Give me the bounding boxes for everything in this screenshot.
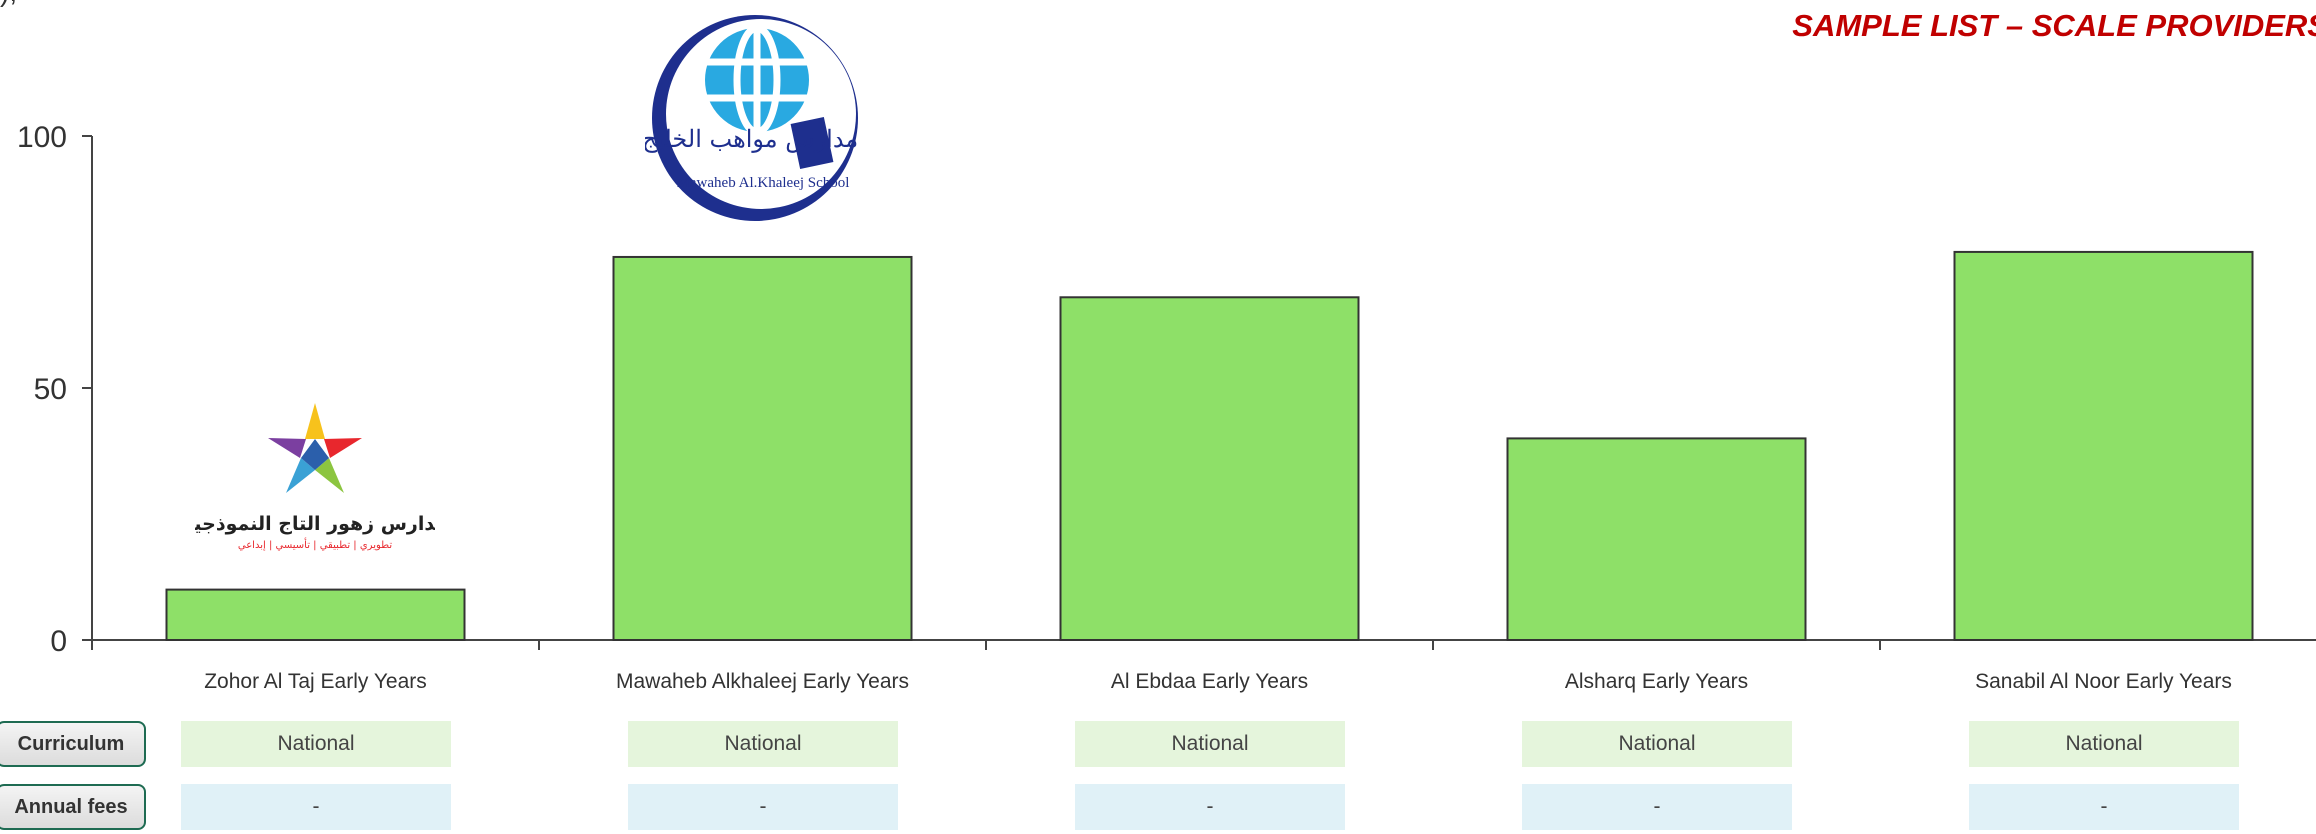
page-title: SAMPLE LIST – SCALE PROVIDERS	[1792, 8, 2316, 43]
logo-arabic-sub: تطويري | تطبيقي | تأسيسي | إبداعي	[238, 537, 392, 551]
x-tick-label: Mawaheb Alkhaleej Early Years	[616, 670, 909, 693]
bar	[612, 255, 913, 641]
clipped-header-text: ),	[0, 0, 17, 8]
star-flower-icon	[268, 403, 362, 493]
chart-bars	[165, 250, 2254, 641]
x-tick-label: Alsharq Early Years	[1565, 670, 1748, 693]
zohor-al-taj-logo: مدارس زهور التاج النموذجية تطويري | تطبي…	[195, 403, 435, 551]
x-tick-label: Zohor Al Taj Early Years	[204, 670, 427, 693]
y-tick-label: 0	[50, 625, 67, 658]
bar	[1059, 296, 1360, 641]
x-tick-label: Al Ebdaa Early Years	[1111, 670, 1308, 693]
globe-icon	[705, 24, 809, 136]
curriculum-cell: National	[628, 721, 898, 767]
mawaheb-al-khaleej-logo: مدارس مواهب الخليج Mawaheb Al.Khaleej Sc…	[645, 15, 858, 221]
curriculum-cell: National	[181, 721, 451, 767]
bar	[1953, 250, 2254, 641]
curriculum-cell: National	[1075, 721, 1345, 767]
x-tick-label: Sanabil Al Noor Early Years	[1975, 670, 2232, 693]
annual-fees-cell: -	[1522, 784, 1792, 830]
logo-arabic-name: مدارس زهور التاج النموذجية	[195, 513, 435, 535]
row-label-annual-fees: Annual fees	[0, 784, 146, 830]
y-tick-label: 100	[17, 121, 67, 154]
row-label-curriculum: Curriculum	[0, 721, 146, 767]
chart-y-labels: 0 50 100	[17, 121, 67, 658]
book-icon	[790, 116, 834, 170]
chart-x-labels: Zohor Al Taj Early Years Mawaheb Alkhalee…	[204, 670, 2232, 693]
annual-fees-cell: -	[1075, 784, 1345, 830]
bar	[1506, 437, 1807, 641]
annual-fees-cell: -	[628, 784, 898, 830]
curriculum-cell: National	[1522, 721, 1792, 767]
curriculum-cell: National	[1969, 721, 2239, 767]
logo-english-name: Mawaheb Al.Khaleej School	[677, 175, 850, 191]
annual-fees-cell: -	[181, 784, 451, 830]
bar	[165, 588, 466, 641]
y-tick-label: 50	[34, 373, 67, 406]
logo-arabic-name: مدارس مواهب الخليج	[645, 125, 858, 153]
annual-fees-cell: -	[1969, 784, 2239, 830]
